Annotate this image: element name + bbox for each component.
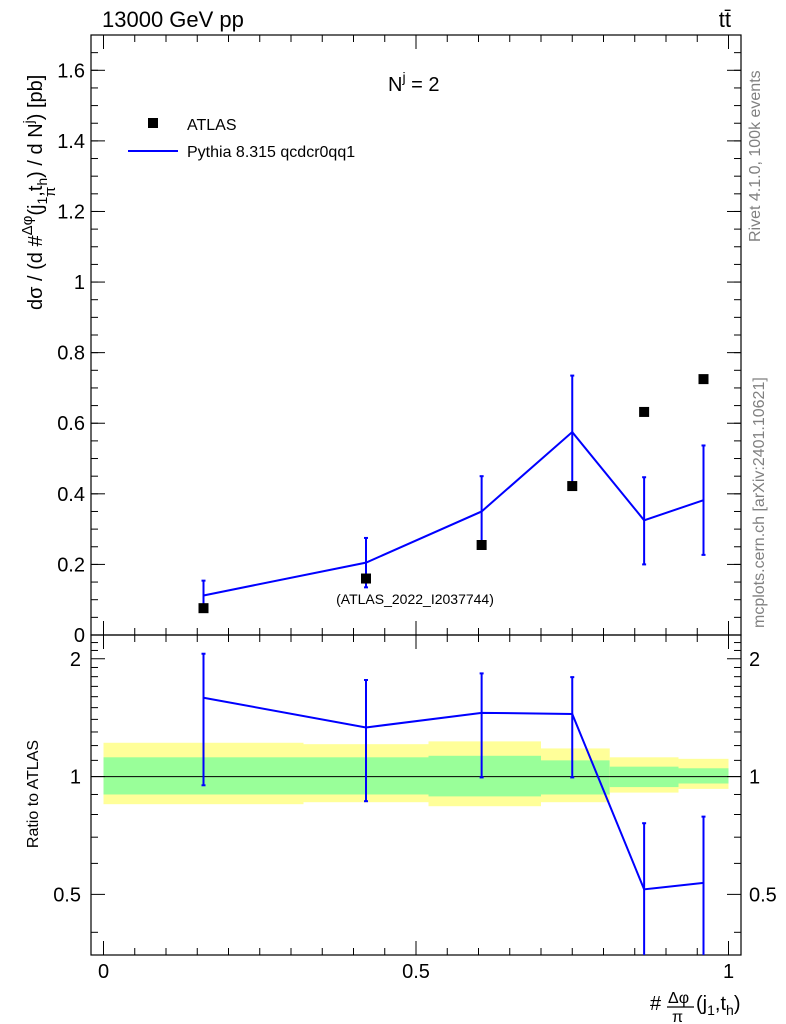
ratio-ytick-label-right: 0.5 (749, 884, 777, 906)
ratio-xtick-label: 0.5 (402, 961, 430, 983)
ratio-ytick-label: 0.5 (53, 884, 81, 906)
svg-text:#: # (650, 993, 662, 1015)
legend-data-label: ATLAS (187, 117, 237, 134)
band-inner-5 (678, 768, 729, 784)
ratio-ytick-label-right: 2 (749, 649, 760, 671)
main-ytick-label: 1.2 (57, 201, 85, 223)
data-point (198, 603, 209, 614)
x-axis-label: # Δφ π (j1,th) (650, 990, 741, 1024)
data-point (567, 481, 578, 492)
ratio-xtick-label: 0 (98, 961, 109, 983)
band-inner-3 (541, 760, 610, 795)
legend-data-marker (148, 118, 158, 128)
legend: ATLAS Pythia 8.315 qcdcr0qq1 (128, 117, 355, 161)
ratio-y-axis-label: Ratio to ATLAS (25, 740, 42, 848)
ratio-ytick-label: 1 (70, 767, 81, 789)
main-ytick-label: 0.2 (57, 554, 85, 576)
data-point (476, 540, 487, 550)
main-ytick-label: 0.4 (57, 484, 85, 506)
energy-label: 13000 GeV pp (102, 7, 244, 32)
data-point (639, 406, 650, 417)
ratio-axes: 0.5 0.5 1 1 2 2 0 0.5 1 (53, 634, 777, 983)
svg-text:(j1,th): (j1,th) (696, 993, 741, 1018)
legend-mc-label: Pythia 8.315 qcdcr0qq1 (187, 144, 355, 161)
data-point (698, 374, 709, 385)
main-ytick-label: 1 (74, 272, 85, 294)
svg-text:π: π (672, 1009, 683, 1024)
analysis-watermark: (ATLAS_2022_I2037744) (336, 591, 494, 607)
svg-text:Δφ: Δφ (668, 990, 689, 1007)
source-label: mcplots.cern.ch [arXiv:2401.10621] (751, 377, 768, 628)
annotation-label: Nj = 2 (388, 69, 440, 96)
main-ytick-label: 1.6 (57, 60, 85, 82)
ratio-ytick-label: 2 (70, 649, 81, 671)
svg-text:dσ / (d #Δφ(j1,th) / d Nj) [pb: dσ / (d #Δφ(j1,th) / d Nj) [pb] (19, 75, 50, 310)
ratio-series (201, 652, 706, 955)
ratio-ytick-label-right: 1 (749, 767, 760, 789)
ratio-uncertainty-bands (91, 741, 741, 807)
data-point (361, 573, 371, 584)
main-axes: 0 0.2 0.4 0.6 0.8 1 1.2 1.4 1.6 (57, 34, 742, 647)
main-y-axis-label: dσ / (d #Δφ(j1,th) / d Nj) [pb] π (19, 75, 59, 310)
mc-line (203, 430, 704, 597)
ratio-line (203, 696, 704, 891)
main-ytick-label: 0 (74, 625, 85, 647)
main-ytick-label: 0.8 (57, 343, 85, 365)
main-ytick-label: 0.6 (57, 413, 85, 435)
main-series (198, 374, 709, 614)
rivet-label: Rivet 4.1.0, 100k events (747, 70, 764, 242)
main-ytick-label: 1.4 (57, 131, 85, 153)
svg-text:π: π (42, 187, 59, 197)
process-label: tt̄ (719, 7, 731, 32)
ratio-xtick-label: 1 (723, 961, 734, 983)
